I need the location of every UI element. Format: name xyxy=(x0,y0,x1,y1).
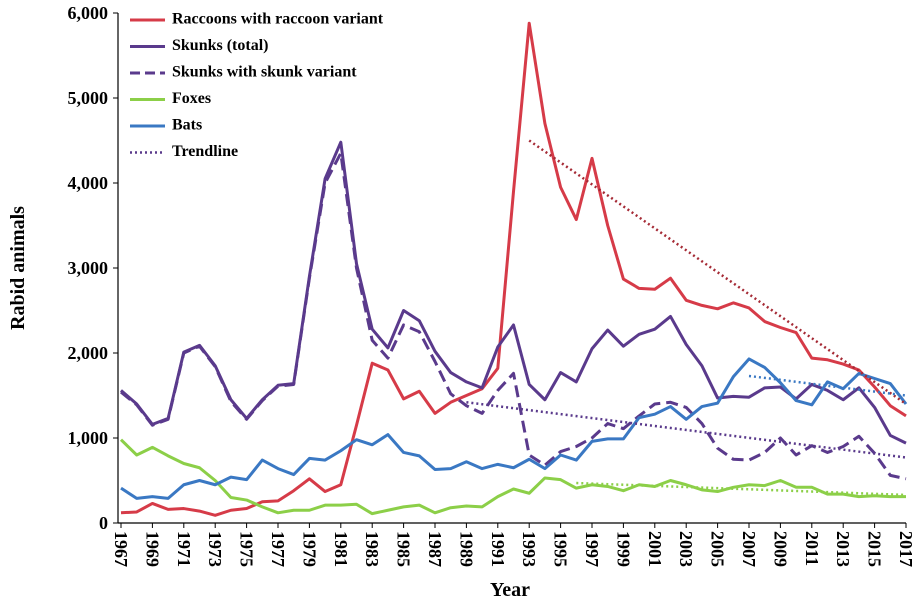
x-tick-label: 1979 xyxy=(299,531,319,567)
x-tick-label: 2003 xyxy=(676,531,696,567)
x-tick-label: 2005 xyxy=(708,531,728,567)
trendline xyxy=(528,139,907,406)
legend-label: Raccoons with raccoon variant xyxy=(172,11,384,28)
legend-label: Skunks (total) xyxy=(172,37,268,54)
y-tick-label: 6,000 xyxy=(68,3,109,23)
y-tick-label: 5,000 xyxy=(68,88,109,108)
x-tick-label: 1971 xyxy=(174,531,194,567)
legend-label: Bats xyxy=(172,117,202,134)
y-tick-label: 2,000 xyxy=(68,343,109,363)
x-tick-label: 2007 xyxy=(739,531,759,567)
legend-label: Trendline xyxy=(172,143,238,160)
trendline xyxy=(748,374,907,397)
x-tick-label: 1993 xyxy=(519,531,539,567)
x-tick-label: 1977 xyxy=(268,531,288,567)
legend-label: Skunks with skunk variant xyxy=(172,64,357,81)
x-tick-label: 1983 xyxy=(362,531,382,567)
x-tick-label: 2001 xyxy=(645,531,665,567)
x-tick-label: 1973 xyxy=(205,531,225,567)
x-tick-label: 2009 xyxy=(770,531,790,567)
x-tick-label: 1997 xyxy=(582,531,602,567)
x-tick-label: 1989 xyxy=(456,531,476,567)
y-axis-label: Rabid animals xyxy=(7,206,29,330)
x-tick-label: 2015 xyxy=(865,531,885,567)
x-tick-label: 1991 xyxy=(488,531,508,567)
series-line xyxy=(120,21,907,517)
x-axis-label: Year xyxy=(490,579,530,601)
x-tick-label: 2013 xyxy=(833,531,853,567)
x-tick-label: 1975 xyxy=(237,531,257,567)
x-tick-label: 1995 xyxy=(551,531,571,567)
x-tick-label: 1969 xyxy=(142,531,162,567)
series-line xyxy=(119,438,906,516)
x-tick-label: 2011 xyxy=(802,531,822,566)
x-tick-label: 1985 xyxy=(394,531,414,567)
x-tick-label: 1999 xyxy=(613,531,633,567)
x-tick-label: 1967 xyxy=(111,531,131,567)
y-tick-label: 0 xyxy=(99,513,108,533)
y-tick-label: 3,000 xyxy=(68,258,109,278)
series-line xyxy=(120,151,907,481)
x-tick-label: 1987 xyxy=(425,531,445,567)
y-tick-label: 4,000 xyxy=(68,173,109,193)
trendline xyxy=(466,401,907,459)
legend-label: Foxes xyxy=(172,90,211,107)
series-line xyxy=(120,357,908,500)
x-tick-label: 1981 xyxy=(331,531,351,567)
y-tick-label: 1,000 xyxy=(68,428,109,448)
x-tick-label: 2017 xyxy=(896,531,916,567)
